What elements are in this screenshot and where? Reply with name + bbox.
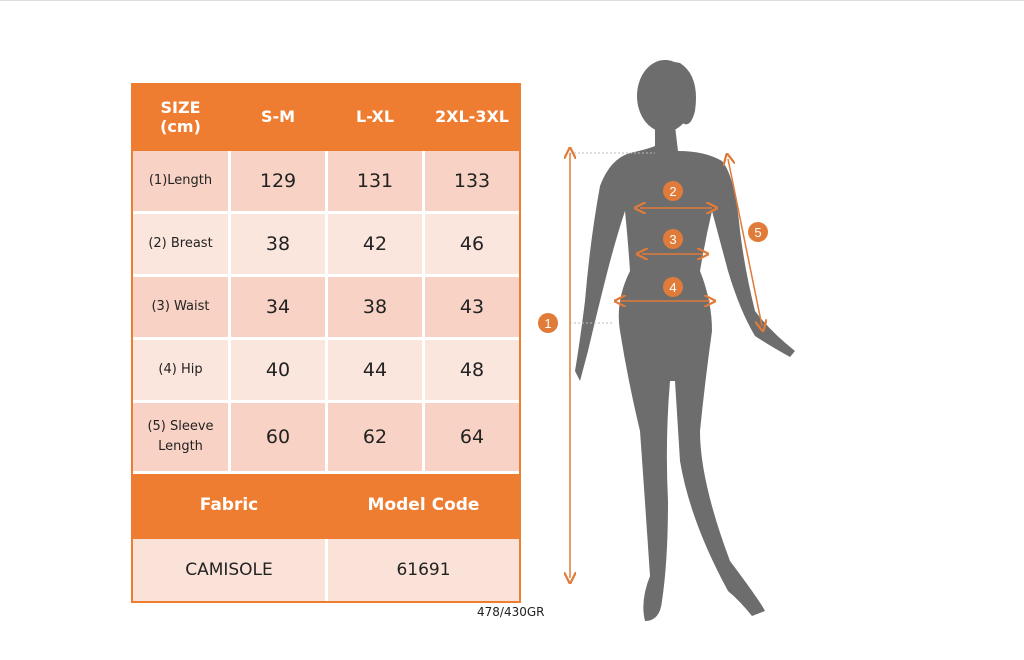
- cell-value: 43: [425, 277, 519, 340]
- row-label-line2: Length: [158, 439, 203, 454]
- row-label: (1)Length: [133, 151, 231, 214]
- svg-text:2: 2: [669, 184, 676, 199]
- marker-2: 2: [663, 181, 683, 201]
- header-size: SIZE (cm): [133, 85, 231, 151]
- cell-value: 38: [231, 214, 328, 277]
- row-label: (4) Hip: [133, 340, 231, 403]
- cell-value: 42: [328, 214, 425, 277]
- body-measurement-figure: 1 2 3 4 5: [538, 60, 795, 621]
- product-code-label: 478/430GR: [477, 605, 545, 619]
- marker-1: 1: [538, 313, 558, 333]
- model-code-header: Model Code: [328, 474, 519, 539]
- header-size-line2: (cm): [160, 116, 201, 136]
- sleeve-arrow: [728, 159, 762, 326]
- table-row: (1)Length 129 131 133: [133, 151, 519, 214]
- header-2xl-3xl: 2XL-3XL: [425, 85, 519, 151]
- svg-text:1: 1: [544, 316, 551, 331]
- woman-silhouette: [575, 60, 795, 621]
- cell-value: 44: [328, 340, 425, 403]
- table-row: (2) Breast 38 42 46: [133, 214, 519, 277]
- fabric-header-row: Fabric Model Code: [133, 474, 519, 539]
- header-size-line1: SIZE: [160, 97, 201, 117]
- fabric-value: CAMISOLE: [133, 539, 328, 601]
- svg-text:3: 3: [669, 232, 676, 247]
- table-row: (4) Hip 40 44 48: [133, 340, 519, 403]
- cell-value: 40: [231, 340, 328, 403]
- svg-text:5: 5: [754, 225, 761, 240]
- model-code-value: 61691: [328, 539, 519, 601]
- marker-5: 5: [748, 222, 768, 242]
- fabric-header: Fabric: [133, 474, 328, 539]
- cell-value: 46: [425, 214, 519, 277]
- cell-value: 131: [328, 151, 425, 214]
- table-header-row: SIZE (cm) S-M L-XL 2XL-3XL: [133, 85, 519, 151]
- cell-value: 62: [328, 403, 425, 474]
- measurement-guides: [570, 153, 762, 578]
- cell-value: 60: [231, 403, 328, 474]
- row-label: (2) Breast: [133, 214, 231, 277]
- size-chart-table: SIZE (cm) S-M L-XL 2XL-3XL (1)Length 129 …: [131, 83, 521, 603]
- row-label: (5) Sleeve Length: [133, 403, 231, 474]
- cell-value: 133: [425, 151, 519, 214]
- cell-value: 38: [328, 277, 425, 340]
- svg-text:4: 4: [669, 280, 676, 295]
- cell-value: 48: [425, 340, 519, 403]
- fabric-value-row: CAMISOLE 61691: [133, 539, 519, 601]
- marker-3: 3: [663, 229, 683, 249]
- marker-4: 4: [663, 277, 683, 297]
- header-s-m: S-M: [231, 85, 328, 151]
- cell-value: 34: [231, 277, 328, 340]
- row-label-line1: (5) Sleeve: [147, 419, 214, 434]
- cell-value: 64: [425, 403, 519, 474]
- table-row: (5) Sleeve Length 60 62 64: [133, 403, 519, 474]
- table-row: (3) Waist 34 38 43: [133, 277, 519, 340]
- header-l-xl: L-XL: [328, 85, 425, 151]
- cell-value: 129: [231, 151, 328, 214]
- row-label: (3) Waist: [133, 277, 231, 340]
